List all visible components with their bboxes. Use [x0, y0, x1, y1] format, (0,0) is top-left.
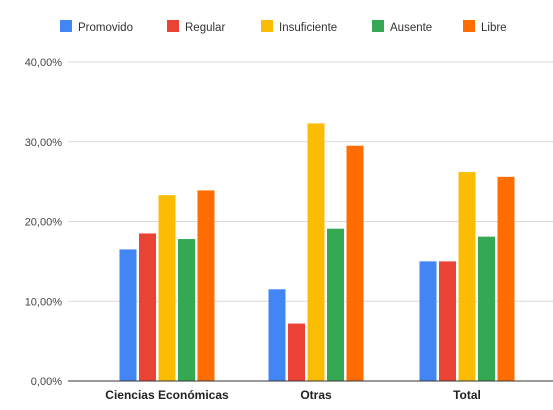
bar-regular-1 [288, 323, 305, 381]
x-category-label: Total [453, 388, 481, 402]
y-tick-label: 10,00% [25, 296, 63, 308]
bar-insuficiente-2 [458, 172, 476, 381]
bar-libre-2 [497, 176, 515, 381]
bar-ausente-1 [327, 228, 344, 381]
y-axis-tick-labels: 0,00% 10,00% 20,00% 30,00% 40,00% [25, 57, 63, 388]
bar-promovido-1 [268, 289, 286, 381]
legend-label: Promovido [78, 22, 133, 34]
legend-swatch-libre [463, 20, 475, 32]
x-category-label: Otras [300, 388, 332, 402]
bar-promovido-0 [119, 249, 137, 381]
x-category-label: Ciencias Económicas [105, 388, 229, 402]
bar-libre-1 [346, 145, 364, 381]
legend-swatch-insuficiente [261, 20, 273, 32]
legend: Promovido Regular Insuficiente Ausente Libre [60, 20, 507, 34]
legend-swatch-ausente [372, 20, 384, 32]
bar-regular-0 [139, 233, 156, 381]
legend-swatch-regular [167, 20, 179, 32]
legend-label: Regular [185, 22, 225, 34]
bar-ausente-2 [478, 236, 495, 381]
y-tick-label: 30,00% [25, 137, 63, 149]
legend-label: Libre [481, 22, 507, 34]
bar-promovido-2 [419, 261, 437, 381]
legend-label: Ausente [390, 22, 432, 34]
y-tick-label: 40,00% [25, 57, 63, 69]
legend-swatch-promovido [60, 20, 72, 32]
y-tick-label: 0,00% [31, 376, 62, 388]
y-tick-label: 20,00% [25, 217, 63, 229]
bars [119, 123, 515, 381]
bar-libre-0 [197, 190, 215, 381]
bar-ausente-0 [178, 239, 195, 381]
x-axis-category-labels: Ciencias Económicas Otras Total [105, 388, 481, 402]
legend-label: Insuficiente [279, 22, 337, 34]
bar-insuficiente-0 [158, 195, 176, 381]
bar-regular-2 [439, 261, 456, 381]
bar-insuficiente-1 [307, 123, 325, 381]
